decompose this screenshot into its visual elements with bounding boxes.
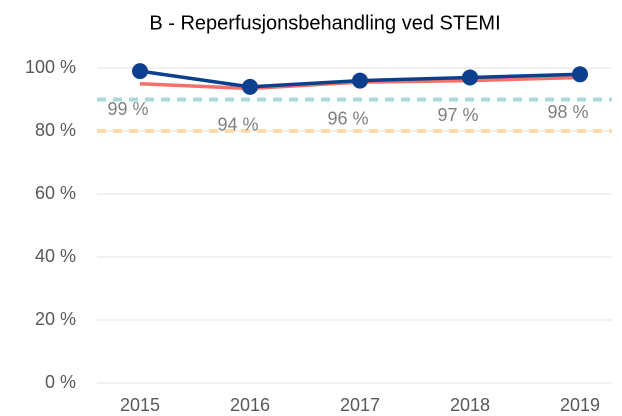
data-label: 96 % (327, 108, 368, 128)
y-tick-label: 80 % (35, 120, 76, 140)
marker (572, 66, 588, 83)
y-tick-label: 100 % (25, 57, 76, 77)
y-tick-label: 0 % (45, 372, 76, 392)
marker (132, 63, 148, 80)
x-tick-label: 2017 (340, 395, 380, 415)
marker (242, 78, 258, 95)
chart-title: B - Reperfusjonsbehandling ved STEMI (149, 12, 500, 34)
x-tick-label: 2019 (560, 395, 600, 415)
x-tick-label: 2015 (120, 395, 160, 415)
data-label: 99 % (107, 99, 148, 119)
data-label: 98 % (547, 102, 588, 122)
marker (352, 72, 368, 89)
y-tick-label: 40 % (35, 246, 76, 266)
y-tick-label: 60 % (35, 183, 76, 203)
marker (462, 69, 478, 86)
x-tick-label: 2016 (230, 395, 270, 415)
x-tick-label: 2018 (450, 395, 490, 415)
data-label: 94 % (217, 115, 258, 135)
y-tick-label: 20 % (35, 309, 76, 329)
data-label: 97 % (437, 105, 478, 125)
